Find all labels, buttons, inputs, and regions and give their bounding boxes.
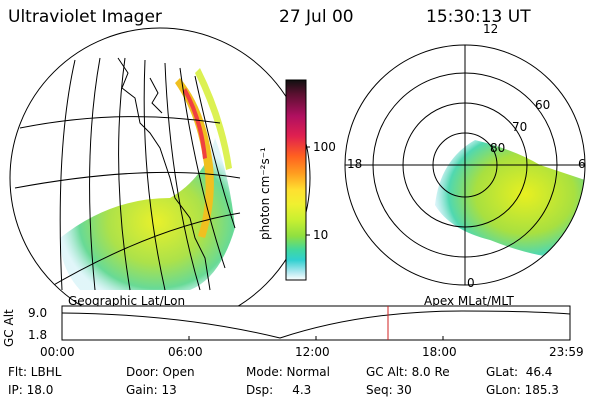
geographic-globe-image xyxy=(9,27,311,329)
left-panel-label: Geographic Lat/Lon xyxy=(68,294,186,308)
time-tick-2359: 23:59 xyxy=(549,345,584,359)
mlt-label-18: 18 xyxy=(347,157,363,171)
seq-status: Seq: 30 xyxy=(366,383,412,397)
right-panel-label: Apex MLat/MLT xyxy=(424,294,514,308)
altitude-ytick-high: 9.0 xyxy=(28,306,48,320)
mlt-label-12: 12 xyxy=(483,22,499,36)
mlat-label-80: 80 xyxy=(490,141,506,155)
filter-status: Flt: LBHL xyxy=(8,365,62,379)
colorbar-unit-label: photon cm⁻²s⁻¹ xyxy=(258,147,272,240)
colorbar-tick-10: 10 xyxy=(313,228,329,242)
gain-status: Gain: 13 xyxy=(126,383,177,397)
intensity-colorbar xyxy=(285,79,310,281)
dsp-status: Dsp: 4.3 xyxy=(246,383,312,397)
time-tick-0000: 00:00 xyxy=(40,345,75,359)
ip-status: IP: 18.0 xyxy=(8,383,54,397)
time-tick-1200: 12:00 xyxy=(295,345,330,359)
glat-status: GLat: 46.4 xyxy=(486,365,553,379)
colorbar-tick-100: 100 xyxy=(313,140,336,154)
instrument-title: Ultraviolet Imager xyxy=(8,7,162,27)
time-tick-0600: 06:00 xyxy=(168,345,203,359)
mlat-label-60: 60 xyxy=(535,98,551,112)
mlt-label-6: 6 xyxy=(578,157,586,171)
gc-alt-status: GC Alt: 8.0 Re xyxy=(366,365,450,379)
mlt-label-0: 0 xyxy=(467,276,475,290)
altitude-ylabel: GC Alt xyxy=(2,309,16,347)
glon-status: GLon: 185.3 xyxy=(486,383,559,397)
altitude-ytick-low: 1.8 xyxy=(28,328,48,342)
date-label: 27 Jul 00 xyxy=(279,7,354,27)
time-label: 15:30:13 UT xyxy=(426,7,531,27)
mlat-label-70: 70 xyxy=(512,120,528,134)
altitude-timeline-plot xyxy=(61,305,571,341)
mode-status: Mode: Normal xyxy=(246,365,330,379)
polar-mlat-mlt-plot xyxy=(344,44,586,286)
time-tick-1800: 18:00 xyxy=(422,345,457,359)
door-status: Door: Open xyxy=(126,365,195,379)
